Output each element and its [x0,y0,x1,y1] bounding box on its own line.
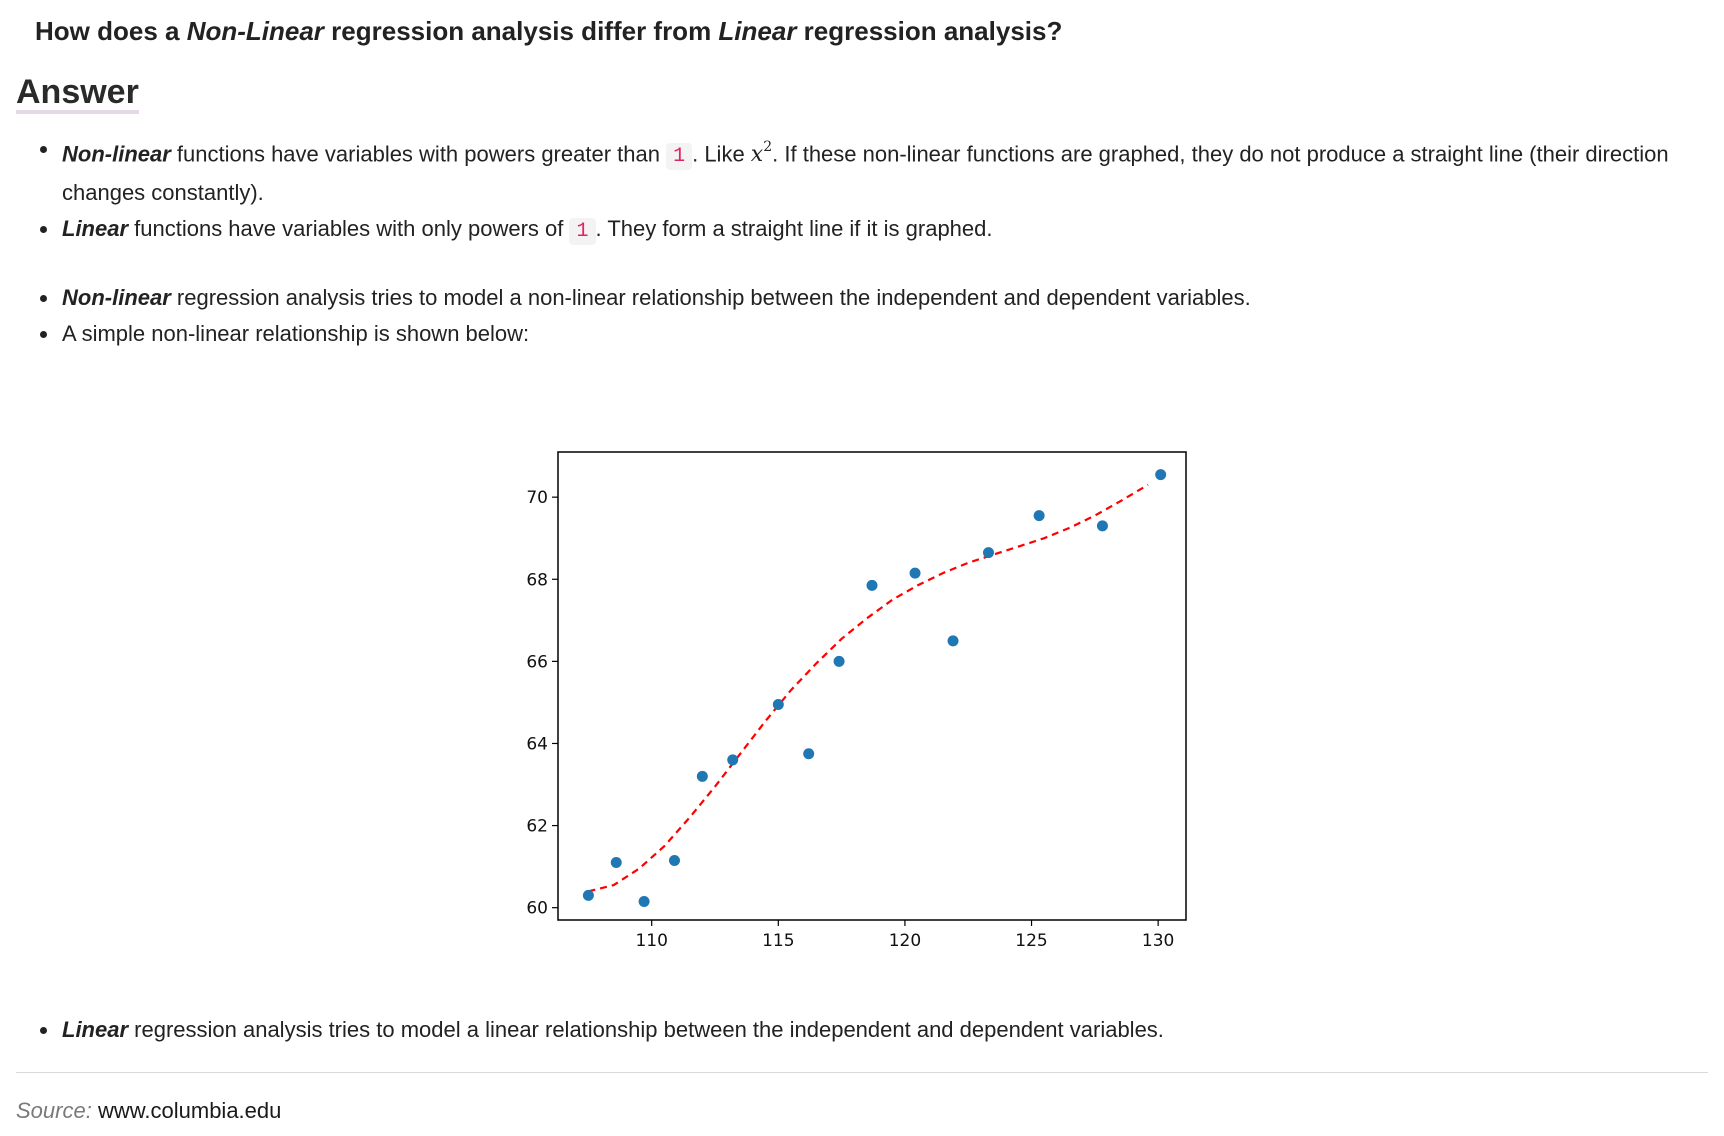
x-tick-label: 130 [1142,931,1174,951]
source-label: Source: [16,1098,92,1123]
math-base: x [750,142,764,168]
divider [16,1072,1708,1073]
item-text: functions have variables with only power… [128,216,570,242]
y-tick-label: 64 [526,734,548,754]
keyword-linear: Linear [62,1017,129,1042]
fit-curve-line [588,483,1149,893]
item-text: regression analysis tries to model a non… [170,285,1251,310]
item-text: A simple non-linear relationship is show… [62,321,530,346]
item-text: . Like [692,141,751,167]
math-expression: x2 [750,139,773,168]
x-tick-label: 115 [762,931,794,951]
data-point [638,896,650,908]
y-tick-label: 68 [526,570,548,590]
item-text: regression analysis tries to model a lin… [128,1017,1164,1042]
inline-code: 1 [569,218,596,246]
item-text: functions have variables with powers gre… [170,141,667,167]
plot-frame [557,451,1187,921]
list-item-simple-relationship: A simple non-linear relationship is show… [40,316,1680,352]
list-item-linear-functions: Linear functions have variables with onl… [40,211,1680,250]
keyword-nonlinear: Non-linear [62,285,171,310]
bullet-dot-icon [40,1027,47,1034]
data-point [582,889,594,901]
y-tick-label: 66 [526,652,548,672]
list-item-nonlinear-functions: Non-linear functions have variables with… [40,131,1680,211]
bullet-dot-icon [40,295,47,302]
bullet-dot-icon [40,226,47,234]
x-tick-label: 125 [1015,931,1047,951]
item-text: . If these non-linear functions are grap… [62,141,1669,206]
question-emphasis-nonlinear: Non-Linear [186,16,324,46]
linear-regression-list: Linear regression analysis tries to mode… [40,1012,1680,1048]
data-point [1096,520,1108,532]
data-point [668,854,680,866]
data-point [1155,469,1167,481]
data-point [1033,510,1045,522]
data-point [866,579,878,591]
scatter-chart: 110 115 120 125 130 60 62 64 66 68 70 [526,451,1187,951]
item-text: . They form a straight line if it is gra… [595,216,993,242]
x-tick-label: 120 [889,931,921,951]
bullet-dot-icon [40,146,47,153]
inline-code: 1 [666,143,693,171]
source-link[interactable]: www.columbia.edu [97,1098,282,1123]
bullet-dot-icon [40,331,47,338]
data-point [803,748,815,760]
keyword-linear: Linear [62,216,129,242]
data-point [727,754,739,766]
question-part-3: regression analysis? [796,16,1063,46]
x-tick-label: 110 [635,931,667,951]
math-exponent: 2 [763,139,773,155]
source-line: Source: www.columbia.edu [16,1098,281,1124]
y-tick-label: 70 [526,488,548,508]
question-part-2: regression analysis differ from [323,16,719,46]
y-tick-label: 62 [526,817,548,837]
data-point [772,698,784,710]
definitions-list: Non-linear functions have variables with… [40,131,1680,250]
question-part-1: How does a [35,16,187,46]
data-point [909,567,921,579]
list-item-linear-regression: Linear regression analysis tries to mode… [40,1012,1680,1048]
y-tick-label: 60 [526,899,548,919]
question-emphasis-linear: Linear [718,16,797,46]
chart-container: 110 115 120 125 130 60 62 64 66 68 70 [510,438,1210,958]
nonlinear-regression-list: Non-linear regression analysis tries to … [40,280,1680,352]
data-point [696,770,708,782]
data-point [947,635,959,647]
list-item-nonlinear-regression: Non-linear regression analysis tries to … [40,280,1680,316]
data-point [982,547,994,559]
data-point [610,857,622,869]
question-heading: How does a Non-Linear regression analysi… [35,16,1062,47]
answer-heading: Answer [16,74,139,114]
keyword-nonlinear: Non-linear [62,141,171,167]
data-point [833,655,845,667]
